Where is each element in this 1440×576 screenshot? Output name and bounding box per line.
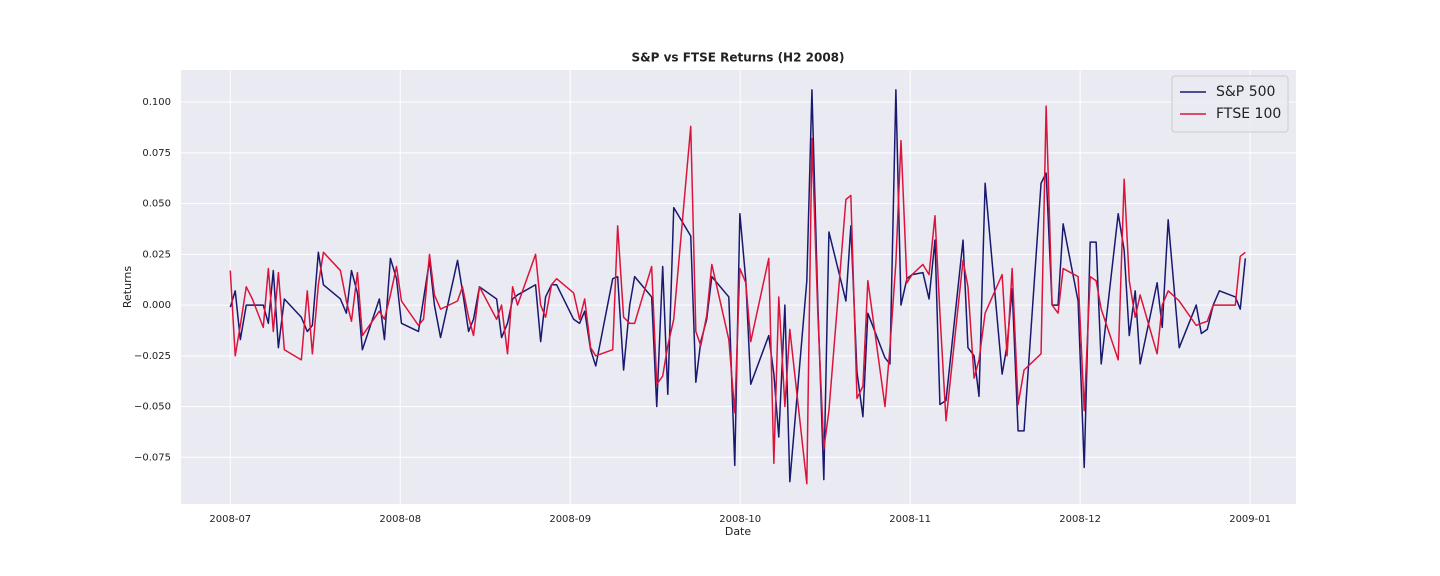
y-tick-label: −0.075: [134, 452, 171, 463]
x-tick-label: 2008-07: [209, 514, 251, 525]
x-axis-label: Date: [725, 525, 752, 538]
x-tick-label: 2008-12: [1059, 514, 1101, 525]
series-line: [229, 89, 1247, 483]
chart-title: S&P vs FTSE Returns (H2 2008): [632, 51, 845, 65]
legend: S&P 500 FTSE 100: [1171, 75, 1289, 133]
legend-label: FTSE 100: [1216, 106, 1281, 122]
grid: [181, 70, 1296, 504]
y-tick-label: 0.000: [142, 300, 171, 311]
x-tick-label: 2009-01: [1229, 514, 1271, 525]
y-tick-label: 0.075: [142, 148, 171, 159]
series-line: [229, 105, 1246, 485]
legend-box: [1171, 75, 1289, 133]
y-tick-label: 0.050: [142, 199, 171, 210]
x-tick-label: 2008-09: [549, 514, 591, 525]
legend-label: S&P 500: [1216, 84, 1275, 100]
y-axis-label: Returns: [121, 266, 134, 309]
marks: [229, 89, 1247, 485]
y-tick-label: −0.025: [134, 351, 171, 362]
x-tick-label: 2008-08: [379, 514, 421, 525]
x-tick-label: 2008-10: [719, 514, 761, 525]
y-tick-label: 0.025: [142, 249, 171, 260]
x-tick-label: 2008-11: [889, 514, 931, 525]
y-tick-label: 0.100: [142, 97, 171, 108]
y-tick-label: −0.050: [134, 402, 171, 413]
